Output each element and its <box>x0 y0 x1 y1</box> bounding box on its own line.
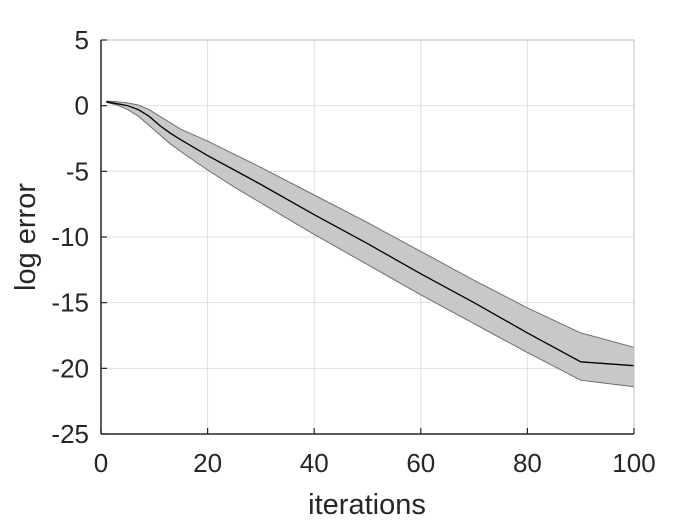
confidence-band <box>106 101 635 387</box>
y-axis-label: log error <box>10 183 42 291</box>
y-tick-label: 5 <box>75 25 89 55</box>
mean-line <box>106 101 635 367</box>
x-tick-label: 0 <box>94 448 108 478</box>
x-axis-label: iterations <box>308 489 426 521</box>
x-tick-label: 100 <box>612 448 655 478</box>
y-tick-label: -20 <box>51 353 89 383</box>
y-tick-label: -25 <box>51 419 89 449</box>
tick-labels: 0 20 40 60 80 100 5 0 -5 -10 -15 -20 -25 <box>51 25 655 478</box>
x-tick-label: 60 <box>406 448 435 478</box>
y-tick-label: -10 <box>51 222 89 252</box>
x-tick-label: 80 <box>513 448 542 478</box>
band-upper-edge <box>106 100 635 348</box>
x-tick-label: 20 <box>193 448 222 478</box>
y-tick-label: -15 <box>51 288 89 318</box>
band-lower-edge <box>106 101 635 388</box>
confidence-band-layer <box>106 100 635 388</box>
axes <box>100 39 635 435</box>
y-tick-label: 0 <box>75 91 89 121</box>
mean-line-layer <box>106 101 635 367</box>
x-tick-label: 40 <box>300 448 329 478</box>
y-tick-label: -5 <box>66 156 89 186</box>
